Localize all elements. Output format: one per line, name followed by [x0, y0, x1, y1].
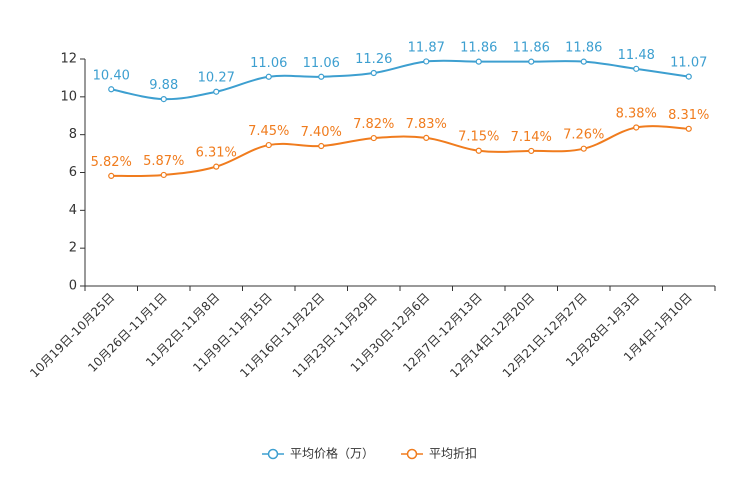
data-point: [423, 134, 430, 141]
data-label: 9.88: [149, 78, 178, 93]
data-label: 7.40%: [301, 125, 342, 140]
data-label: 11.06: [303, 56, 340, 71]
data-point: [633, 65, 640, 72]
y-tick-label: 10: [60, 89, 77, 104]
legend-marker-icon: [406, 448, 418, 460]
data-point: [685, 125, 692, 132]
data-point: [423, 58, 430, 65]
data-label: 11.26: [355, 52, 392, 67]
data-point: [213, 88, 220, 95]
data-point: [265, 141, 272, 149]
data-point: [108, 86, 115, 93]
data-point: [160, 96, 167, 103]
data-point: [475, 58, 482, 65]
y-tick-label: 12: [60, 52, 77, 67]
data-label: 7.83%: [406, 117, 447, 132]
y-tick-label: 2: [69, 241, 77, 256]
data-label: 10.27: [198, 71, 235, 86]
series-group: 10.40 9.88 10.27 11.06 11.06 11.26 11.87 11.86 1…: [91, 40, 709, 180]
data-point: [633, 124, 640, 131]
data-label: 7.15%: [458, 130, 499, 145]
data-point: [370, 69, 377, 77]
data-label: 7.82%: [353, 117, 394, 132]
data-point: [370, 134, 377, 142]
data-point: [160, 171, 167, 179]
data-label: 11.48: [618, 48, 655, 63]
series-line: [111, 125, 689, 177]
data-point: [528, 58, 535, 65]
legend-label: 平均折扣: [429, 446, 477, 461]
series-2: 5.82% 5.87% 6.31% 7.45% 7.40% 7.82% 7.83% 7.15%…: [91, 106, 709, 180]
y-tick-label: 8: [69, 127, 77, 142]
data-label: 11.86: [565, 41, 602, 56]
data-label: 11.87: [408, 40, 445, 55]
data-point: [265, 73, 272, 80]
x-tick-label: 10月19日-10月25日: [27, 290, 117, 380]
y-tick-label: 4: [69, 203, 77, 218]
data-label: 11.86: [460, 41, 497, 56]
data-point: [685, 73, 692, 80]
data-label: 8.38%: [616, 106, 657, 121]
data-label: 7.45%: [248, 124, 289, 139]
legend-label: 平均价格（万）: [290, 446, 374, 461]
legend-item-1[interactable]: 平均价格（万）: [262, 446, 374, 461]
data-point: [475, 147, 482, 154]
data-label: 10.40: [93, 68, 130, 83]
legend[interactable]: 平均价格（万） 平均折扣: [262, 446, 477, 461]
data-label: 7.14%: [511, 130, 552, 145]
data-point: [318, 142, 325, 150]
data-label: 8.31%: [668, 108, 709, 123]
axes-group: 02468101210月19日-10月25日10月26日-11月1日11月2日-…: [27, 52, 716, 380]
legend-item-2[interactable]: 平均折扣: [401, 446, 477, 461]
data-label: 6.31%: [196, 146, 237, 161]
data-point: [528, 147, 535, 155]
legend-marker-icon: [267, 448, 279, 460]
data-label: 7.26%: [563, 128, 604, 143]
data-label: 5.87%: [143, 154, 184, 169]
data-label: 11.06: [250, 56, 287, 71]
data-label: 11.07: [670, 56, 707, 71]
data-label: 11.86: [513, 41, 550, 56]
series-1: 10.40 9.88 10.27 11.06 11.06 11.26 11.87 11.86 1…: [93, 40, 707, 103]
y-tick-label: 6: [69, 165, 77, 180]
data-point: [318, 73, 325, 80]
y-tick-label: 0: [69, 279, 77, 294]
series-line: [111, 59, 689, 101]
data-point: [580, 58, 587, 65]
data-point: [213, 163, 220, 170]
data-point: [108, 172, 115, 180]
data-point: [580, 145, 587, 152]
data-label: 5.82%: [91, 155, 132, 170]
